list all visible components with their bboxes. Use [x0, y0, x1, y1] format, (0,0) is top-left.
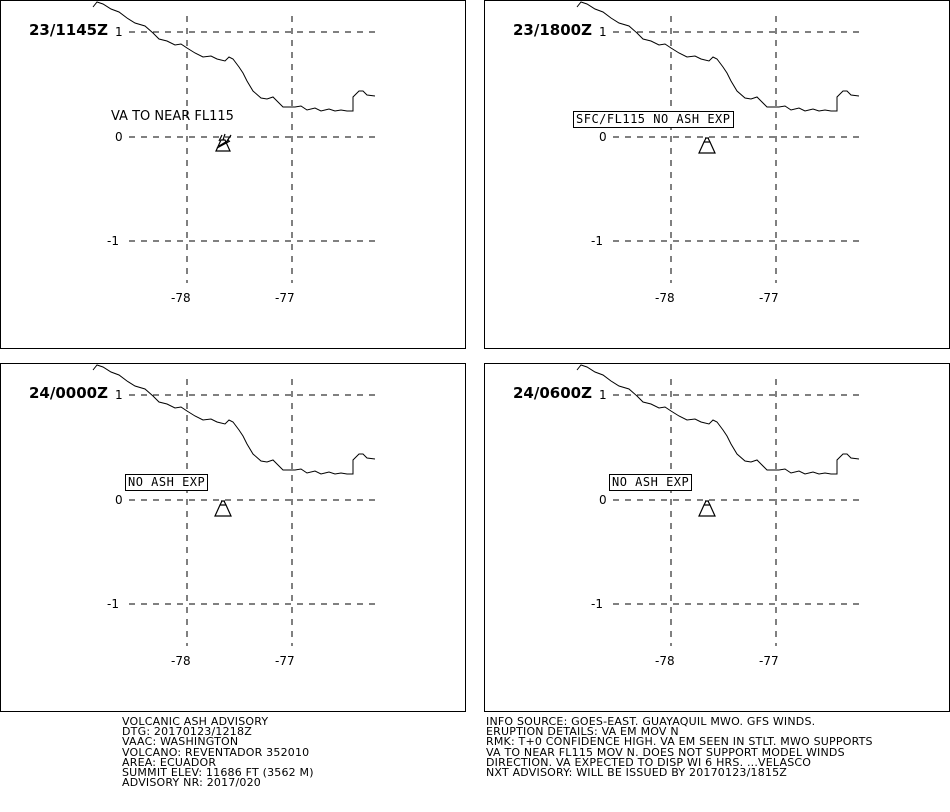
- map-canvas: [92, 364, 381, 646]
- lon-label-77: -77: [275, 291, 295, 305]
- volcano-icon: [214, 500, 232, 517]
- lat-label-1: 1: [115, 25, 123, 39]
- coastline: [576, 1, 860, 112]
- advisory-header-block: VOLCANIC ASH ADVISORY DTG: 20170123/1218…: [122, 715, 314, 790]
- coastline: [92, 364, 376, 475]
- advisory-line: DIRECTION. VA EXPECTED TO DISP WI 6 HRS.…: [486, 755, 812, 769]
- grid-lines: [129, 379, 381, 646]
- grid-lines: [129, 16, 381, 283]
- lat-label-1: 1: [599, 25, 607, 39]
- map-panel-2: 23/1800Z 1 0 -1 -78 -77 SFC/FL115 NO ASH…: [484, 0, 950, 349]
- ash-annotation: VA TO NEAR FL115: [111, 109, 234, 124]
- volcano-icon: [215, 133, 232, 152]
- map-canvas: [92, 1, 381, 283]
- forecast-time: 23/1145Z: [29, 21, 108, 39]
- advisory-line: VOLCANIC ASH ADVISORY: [122, 715, 269, 728]
- volcano-icon: [698, 137, 716, 154]
- lat-label-0: 0: [599, 130, 607, 144]
- lon-label-78: -78: [655, 291, 675, 305]
- coastline: [92, 1, 376, 112]
- advisory-line: ERUPTION DETAILS: VA EM MOV N: [486, 725, 679, 739]
- advisory-line: NXT ADVISORY: WILL BE ISSUED BY 20170123…: [486, 765, 788, 779]
- advisory-line: VA TO NEAR FL115 MOV N. DOES NOT SUPPORT…: [486, 745, 845, 759]
- lat-label-1: 1: [115, 388, 123, 402]
- advisory-line: SUMMIT ELEV: 11686 FT (3562 M): [122, 765, 314, 779]
- grid-lines: [613, 379, 865, 646]
- advisory-line: INFO SOURCE: GOES-EAST. GUAYAQUIL MWO. G…: [486, 715, 816, 728]
- map-panel-3: 24/0000Z 1 0 -1 -78 -77 NO ASH EXP: [0, 363, 466, 712]
- volcano-icon: [698, 500, 716, 517]
- advisory-line: DTG: 20170123/1218Z: [122, 725, 252, 739]
- map-canvas: [576, 1, 865, 283]
- lat-label-neg1: -1: [591, 234, 603, 248]
- advisory-line: AREA: ECUADOR: [122, 755, 217, 769]
- lat-label-1: 1: [599, 388, 607, 402]
- lon-label-78: -78: [171, 291, 191, 305]
- map-panel-1: 23/1145Z 1 0 -1 -78 -77 VA TO NEAR FL115: [0, 0, 466, 349]
- advisory-line: ADVISORY NR: 2017/020: [122, 776, 261, 790]
- lon-label-78: -78: [171, 654, 191, 668]
- grid-lines: [613, 16, 865, 283]
- lat-label-neg1: -1: [107, 234, 119, 248]
- lat-label-0: 0: [115, 493, 123, 507]
- lat-label-neg1: -1: [107, 597, 119, 611]
- lat-label-neg1: -1: [591, 597, 603, 611]
- advisory-remarks-block: INFO SOURCE: GOES-EAST. GUAYAQUIL MWO. G…: [486, 715, 873, 779]
- advisory-line: VOLCANO: REVENTADOR 352010: [122, 745, 310, 759]
- lat-label-0: 0: [599, 493, 607, 507]
- ash-annotation-box: NO ASH EXP: [609, 474, 693, 491]
- ash-annotation-box: NO ASH EXP: [125, 474, 209, 491]
- lon-label-77: -77: [759, 291, 779, 305]
- lon-label-77: -77: [275, 654, 295, 668]
- forecast-time: 24/0600Z: [513, 384, 592, 402]
- lat-label-0: 0: [115, 130, 123, 144]
- ash-annotation-box: SFC/FL115 NO ASH EXP: [573, 111, 734, 128]
- map-canvas: [576, 364, 865, 646]
- forecast-time: 23/1800Z: [513, 21, 592, 39]
- lon-label-78: -78: [655, 654, 675, 668]
- lon-label-77: -77: [759, 654, 779, 668]
- advisory-line: RMK: T+0 CONFIDENCE HIGH. VA EM SEEN IN …: [486, 735, 873, 749]
- forecast-time: 24/0000Z: [29, 384, 108, 402]
- advisory-line: VAAC: WASHINGTON: [122, 735, 239, 749]
- map-panel-4: 24/0600Z 1 0 -1 -78 -77 NO ASH EXP: [484, 363, 950, 712]
- coastline: [576, 364, 860, 475]
